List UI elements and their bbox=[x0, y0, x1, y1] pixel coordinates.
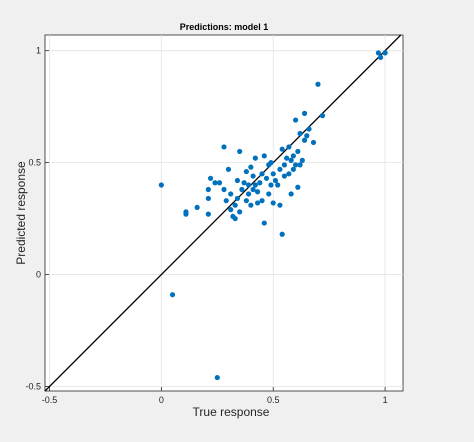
data-point bbox=[250, 173, 256, 179]
data-point bbox=[286, 171, 292, 177]
data-point bbox=[290, 153, 296, 159]
data-point bbox=[232, 202, 238, 208]
chart-title: Predictions: model 1 bbox=[180, 22, 269, 32]
data-point bbox=[234, 195, 241, 202]
data-point bbox=[228, 191, 234, 197]
data-point bbox=[375, 50, 381, 56]
data-point bbox=[295, 148, 301, 155]
data-point bbox=[272, 177, 279, 184]
data-point bbox=[268, 160, 274, 166]
data-point bbox=[266, 191, 272, 197]
data-point bbox=[254, 200, 261, 206]
data-point bbox=[268, 182, 274, 188]
data-point bbox=[279, 231, 285, 237]
data-point bbox=[214, 374, 220, 381]
tick-labels: -0.5 0 0.5 1 -0.5 0 0.5 1 bbox=[25, 46, 387, 405]
data-point bbox=[275, 182, 281, 188]
data-point bbox=[319, 113, 326, 119]
data-points bbox=[158, 50, 388, 381]
reference-line-group bbox=[44, 34, 402, 392]
data-point bbox=[297, 130, 303, 137]
data-point bbox=[252, 155, 258, 161]
data-point bbox=[286, 144, 292, 150]
data-point bbox=[158, 182, 164, 188]
data-point bbox=[237, 209, 243, 215]
data-point bbox=[250, 186, 256, 193]
data-point bbox=[263, 175, 270, 181]
data-point bbox=[382, 50, 388, 56]
data-point bbox=[221, 144, 227, 150]
data-point bbox=[288, 157, 294, 163]
data-point bbox=[261, 220, 267, 226]
data-point bbox=[205, 211, 211, 217]
data-point bbox=[261, 153, 267, 159]
data-point bbox=[279, 146, 285, 152]
data-point bbox=[207, 175, 214, 181]
data-point bbox=[284, 155, 290, 161]
y-tick-label: -0.5 bbox=[25, 382, 41, 392]
data-point bbox=[293, 162, 299, 168]
data-point bbox=[212, 180, 218, 186]
data-point bbox=[304, 133, 310, 139]
data-point bbox=[301, 110, 308, 116]
data-point bbox=[259, 171, 265, 177]
data-point bbox=[277, 166, 283, 172]
data-point bbox=[237, 148, 243, 155]
data-point bbox=[205, 186, 211, 193]
data-point bbox=[223, 198, 229, 204]
data-point bbox=[270, 200, 276, 206]
data-point bbox=[301, 137, 308, 143]
data-point bbox=[310, 139, 317, 146]
data-point bbox=[239, 186, 245, 193]
data-point bbox=[378, 54, 384, 60]
data-point bbox=[297, 162, 303, 168]
data-point bbox=[246, 182, 252, 188]
data-point bbox=[243, 168, 249, 175]
data-point bbox=[315, 81, 321, 87]
data-point bbox=[225, 166, 232, 172]
x-axis-label: True response bbox=[193, 405, 270, 419]
data-point bbox=[277, 202, 283, 208]
data-point bbox=[293, 117, 299, 123]
data-point bbox=[306, 126, 312, 132]
grid-lines bbox=[45, 35, 403, 391]
data-point bbox=[254, 189, 261, 195]
y-axis-label: Predicted response bbox=[14, 161, 28, 265]
data-point bbox=[169, 292, 176, 298]
x-tick-label: 0.5 bbox=[267, 395, 280, 405]
data-point bbox=[257, 180, 263, 186]
y-tick-label: 0 bbox=[36, 270, 41, 280]
data-point bbox=[234, 177, 241, 184]
data-point bbox=[232, 215, 238, 222]
data-point bbox=[252, 182, 258, 188]
data-point bbox=[216, 180, 223, 186]
data-point bbox=[259, 198, 265, 204]
x-tick-label: 0 bbox=[159, 395, 164, 405]
perfect-prediction-line bbox=[44, 34, 402, 392]
data-point bbox=[221, 186, 227, 193]
data-point bbox=[281, 173, 288, 179]
data-point bbox=[241, 180, 247, 186]
data-point bbox=[299, 157, 305, 163]
data-point bbox=[288, 191, 294, 197]
y-tick-label: 1 bbox=[36, 46, 41, 56]
data-point bbox=[243, 198, 249, 204]
x-tick-label: 1 bbox=[383, 395, 388, 405]
data-point bbox=[183, 209, 189, 215]
data-point bbox=[194, 204, 200, 211]
x-tick-label: -0.5 bbox=[42, 395, 58, 405]
data-point bbox=[295, 184, 301, 190]
data-point bbox=[290, 166, 296, 172]
y-tick-label: 0.5 bbox=[28, 158, 41, 168]
data-point bbox=[281, 162, 288, 168]
data-point bbox=[228, 207, 234, 213]
data-point bbox=[248, 164, 254, 170]
data-point bbox=[270, 171, 276, 177]
data-point bbox=[205, 195, 211, 202]
data-point bbox=[246, 191, 252, 197]
data-point bbox=[248, 202, 254, 208]
